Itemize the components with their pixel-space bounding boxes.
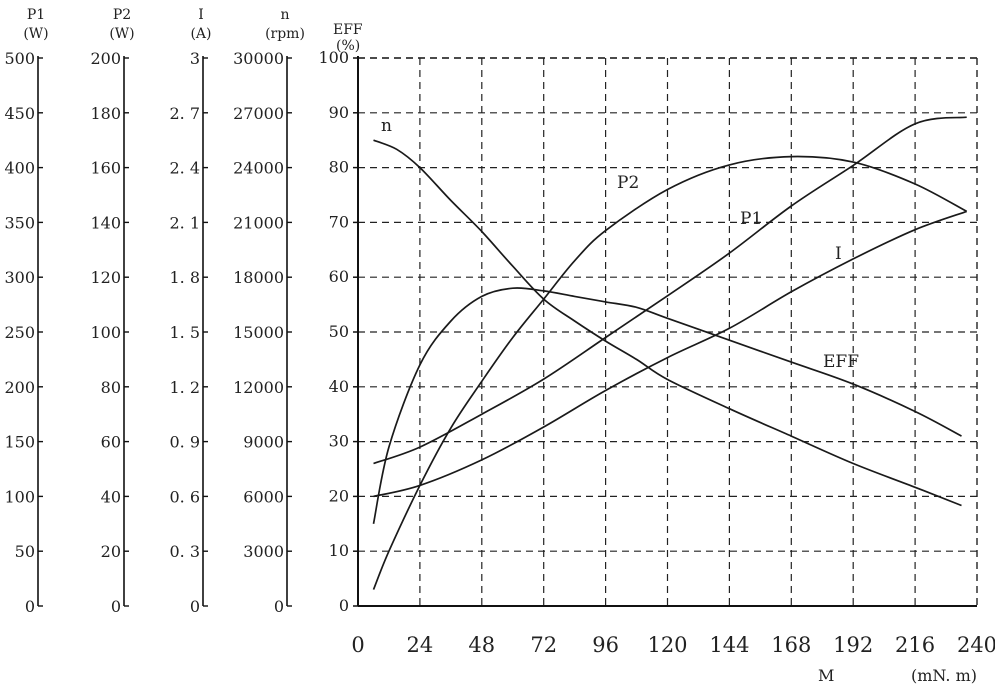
side-axis-i-tick-label: 2. 1 — [169, 213, 200, 232]
x-axis-label: M — [818, 666, 834, 685]
side-axis-p1: P1 (W) 0 50 100 150 200 250 300 350 400 450 500 — [4, 7, 48, 616]
x-axis-unit: (mN. m) — [911, 666, 977, 685]
side-axis-p2-tick-label: 120 — [90, 268, 121, 287]
side-axis-n-tick-label: 3000 — [243, 542, 284, 561]
side-axis-n-tick-label: 21000 — [233, 213, 284, 232]
side-axis-p2-tick-label: 100 — [90, 323, 121, 342]
side-axis-p2-tick-label: 0 — [111, 597, 121, 616]
series-line-p1 — [373, 116, 967, 465]
side-axis-p1-title: P1 — [27, 7, 45, 23]
side-axis-i-tick-label: 1. 5 — [169, 323, 200, 342]
eff-axis-unit: (%) — [336, 38, 360, 54]
eff-axis-tick-label: 90 — [329, 103, 349, 122]
side-axis-p1-tick-label: 50 — [15, 542, 35, 561]
eff-axis-tick-label: 70 — [329, 212, 349, 231]
side-axis-n-tick-label: 24000 — [233, 159, 284, 178]
side-axis-i-tick-label: 2. 4 — [169, 159, 200, 178]
side-axis-i-tick-label: 2. 7 — [169, 104, 200, 123]
side-axis-i-tick-label: 0 — [190, 597, 200, 616]
side-axis-n-tick-label: 27000 — [233, 104, 284, 123]
side-axis-p2-tick-label: 160 — [90, 159, 121, 178]
eff-axis-tick-label: 50 — [329, 322, 349, 341]
side-axis-i-tick-label: 1. 8 — [169, 268, 200, 287]
series-label-i: I — [835, 244, 842, 264]
side-axis-p2-tick-label: 20 — [101, 542, 121, 561]
side-axis-p1-tick-label: 0 — [25, 597, 35, 616]
x-axis-tick-label: 168 — [771, 633, 811, 657]
eff-axis-tick-label: 20 — [329, 486, 349, 505]
side-axis-p2-tick-label: 140 — [90, 213, 121, 232]
side-axis-p1-unit: (W) — [23, 26, 48, 42]
side-axis-p1-tick-label: 400 — [4, 159, 35, 178]
side-axis-p1-tick-label: 100 — [4, 487, 35, 506]
side-axis-n-tick-label: 18000 — [233, 268, 284, 287]
eff-axis-tick-label: 100 — [318, 48, 349, 67]
series-line-eff — [372, 287, 962, 524]
eff-axis-title: EFF — [333, 22, 363, 38]
series-label-n: n — [381, 116, 392, 136]
series-label-p2: P2 — [617, 173, 639, 193]
series-line-i — [373, 210, 967, 498]
side-axis-n-tick-label: 12000 — [233, 378, 284, 397]
side-axis-n-tick-label: 30000 — [233, 49, 284, 68]
eff-axis-tick-label: 30 — [329, 432, 349, 451]
side-axis-p2-tick-label: 40 — [101, 487, 121, 506]
side-axis-p1-tick-label: 500 — [4, 49, 35, 68]
side-axis-i-tick-label: 0. 9 — [169, 433, 200, 452]
x-axis-tick-label: 72 — [530, 633, 557, 657]
side-axis-p1-tick-label: 300 — [4, 268, 35, 287]
side-axis-i-title: I — [198, 7, 204, 23]
side-axis-p2-tick-label: 200 — [90, 49, 121, 68]
series-line-p2 — [372, 155, 968, 590]
side-axis-i-tick-label: 3 — [190, 49, 200, 68]
series-line-n — [373, 139, 962, 507]
side-axis-p1-tick-label: 250 — [4, 323, 35, 342]
side-axis-n: n (rpm) 0 3000 6000 9000 12000 15000 18000 21000 2… — [233, 7, 305, 616]
side-axis-i-unit: (A) — [190, 26, 211, 42]
eff-axis-tick-label: 0 — [339, 596, 349, 615]
x-axis-tick-label: 96 — [592, 633, 619, 657]
series-label-eff: EFF — [823, 352, 859, 372]
side-axis-n-tick-label: 0 — [274, 597, 284, 616]
side-axis-i-tick-label: 0. 3 — [169, 542, 200, 561]
side-axis-p2-title: P2 — [113, 7, 131, 23]
side-axis-n-title: n — [280, 7, 289, 23]
side-axis-n-tick-label: 15000 — [233, 323, 284, 342]
x-axis-tick-label: 216 — [895, 633, 935, 657]
x-axis-tick-label: 0 — [351, 633, 364, 657]
side-axis-n-unit: (rpm) — [265, 26, 305, 42]
side-axis-n-tick-label: 6000 — [243, 487, 284, 506]
side-axis-p2-unit: (W) — [109, 26, 134, 42]
eff-axis-tick-label: 10 — [329, 541, 349, 560]
eff-axis-tick-label: 60 — [329, 267, 349, 286]
eff-axis-tick-label: 80 — [329, 158, 349, 177]
side-axis-p1-tick-label: 350 — [4, 213, 35, 232]
side-axis-n-tick-label: 9000 — [243, 433, 284, 452]
side-axis-i-tick-label: 1. 2 — [169, 378, 200, 397]
side-axis-i: I (A) 0 0. 3 0. 6 0. 9 1. 2 1. 5 1. 8 2. 1 2. 4 2. … — [169, 7, 211, 616]
side-axis-p1-tick-label: 450 — [4, 104, 35, 123]
side-axis-p1-tick-label: 200 — [4, 378, 35, 397]
side-axis-p2-tick-label: 180 — [90, 104, 121, 123]
side-axis-p2-tick-label: 80 — [101, 378, 121, 397]
x-axis-tick-label: 48 — [468, 633, 495, 657]
x-axis-tick-label: 24 — [407, 633, 434, 657]
x-axis-tick-label: 192 — [833, 633, 873, 657]
x-axis-tick-label: 144 — [709, 633, 749, 657]
series-label-p1: P1 — [740, 209, 762, 229]
side-axis-i-tick-label: 0. 6 — [169, 487, 200, 506]
x-axis-tick-label: 240 — [957, 633, 995, 657]
side-axis-p2: P2 (W) 0 20 40 60 80 100 120 140 160 180 200 — [90, 7, 134, 616]
side-axis-p1-tick-label: 150 — [4, 433, 35, 452]
eff-axis-tick-label: 40 — [329, 377, 349, 396]
side-axis-p2-tick-label: 60 — [101, 433, 121, 452]
x-axis-tick-label: 120 — [647, 633, 687, 657]
